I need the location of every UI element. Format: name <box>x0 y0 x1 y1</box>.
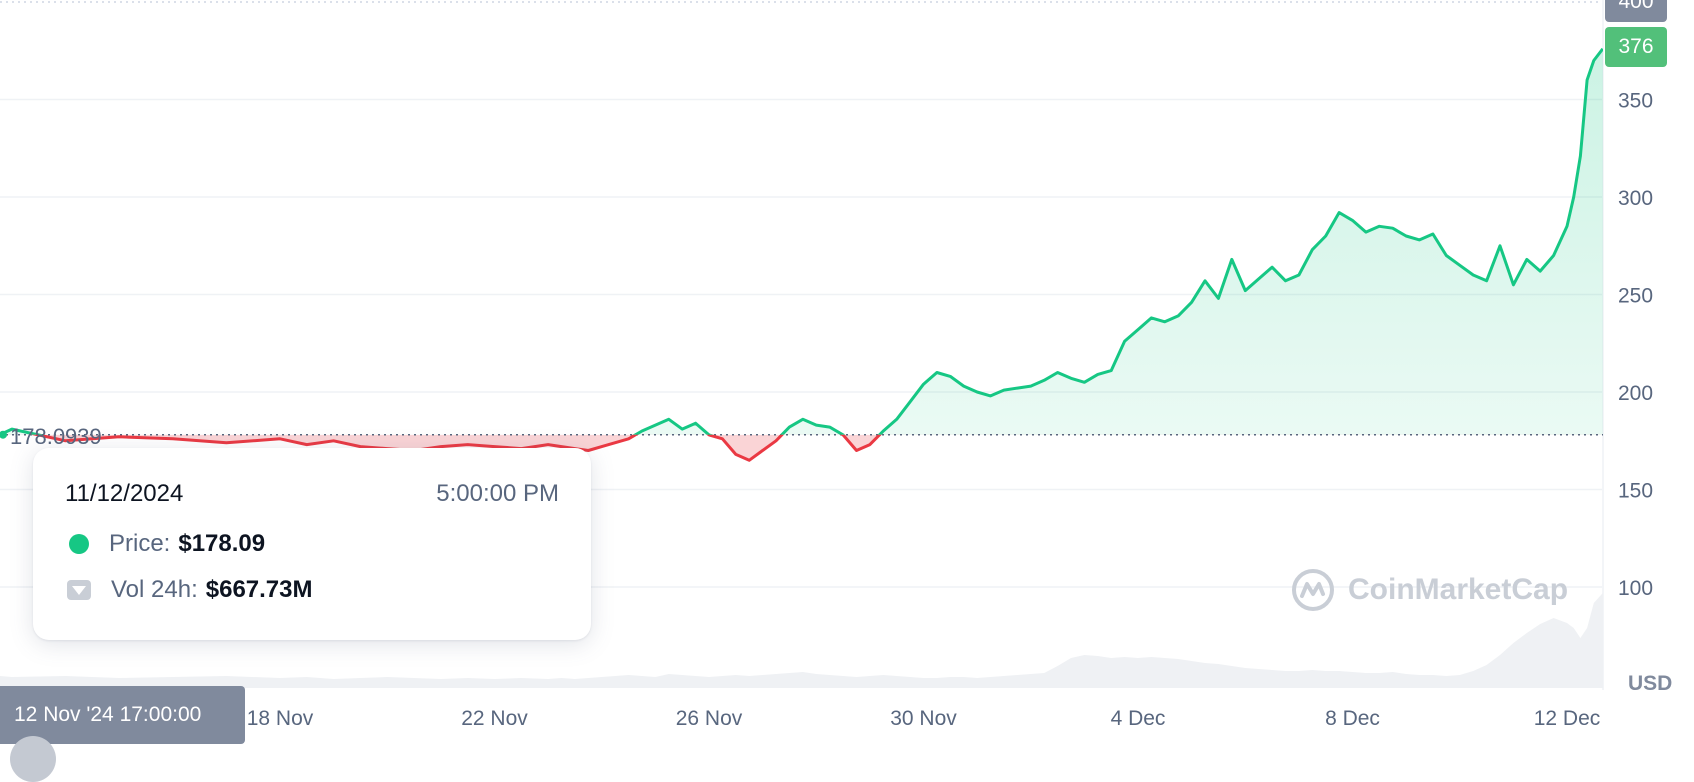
x-tick-label: 26 Nov <box>676 707 743 730</box>
y-tick-label: 100 <box>1618 577 1653 600</box>
price-area-up <box>0 48 1603 435</box>
current-price-badge: 376 <box>1605 27 1667 67</box>
coinmarketcap-logo-icon <box>1292 569 1334 611</box>
tooltip-volume-label: Vol 24h: <box>111 576 198 603</box>
y-tick-label: 250 <box>1618 285 1653 308</box>
y-axis-max-badge-label: 400 <box>1618 0 1654 13</box>
price-line-down <box>0 434 882 462</box>
price-dot-icon <box>69 534 89 554</box>
x-tick-label: 12 Dec <box>1534 707 1601 730</box>
volume-area <box>0 593 1603 688</box>
y-tick-label: 150 <box>1618 480 1653 503</box>
tooltip-volume-row: Vol 24h: $667.73M <box>65 576 559 604</box>
tooltip-date: 11/12/2024 <box>65 480 184 507</box>
y-tick-label: 200 <box>1618 382 1653 405</box>
tooltip-header: 11/12/2024 5:00:00 PM <box>65 480 559 508</box>
x-tick-label: 4 Dec <box>1111 707 1166 730</box>
crosshair-point <box>0 430 7 439</box>
chart-range-handle[interactable] <box>10 736 56 782</box>
x-tick-label: 30 Nov <box>890 707 957 730</box>
price-area-down <box>0 434 1603 461</box>
y-tick-label: 300 <box>1618 187 1653 210</box>
chart-tooltip: 11/12/2024 5:00:00 PM Price: $178.09 Vol… <box>33 448 591 640</box>
y-tick-label: 350 <box>1618 90 1653 113</box>
tooltip-price-value: $178.09 <box>178 530 266 557</box>
price-line-up <box>0 47 1603 435</box>
crosshair-time-badge: 12 Nov '24 17:00:00 <box>0 686 245 744</box>
x-tick-label: 22 Nov <box>461 707 528 730</box>
reference-price-label: 178.0939 <box>10 424 102 449</box>
x-tick-label: 18 Nov <box>247 707 314 730</box>
y-axis-max-badge: 400 <box>1605 0 1667 22</box>
tooltip-price-row: Price: $178.09 <box>65 530 559 558</box>
y-axis-unit: USD <box>1628 672 1672 695</box>
watermark-text: CoinMarketCap <box>1348 573 1569 606</box>
watermark: CoinMarketCap <box>1290 567 1568 613</box>
x-tick-label: 8 Dec <box>1325 707 1380 730</box>
tooltip-time: 5:00:00 PM <box>436 480 559 507</box>
tooltip-price-label: Price: <box>109 530 171 557</box>
volume-icon <box>67 580 91 600</box>
tooltip-volume-value: $667.73M <box>205 576 313 603</box>
